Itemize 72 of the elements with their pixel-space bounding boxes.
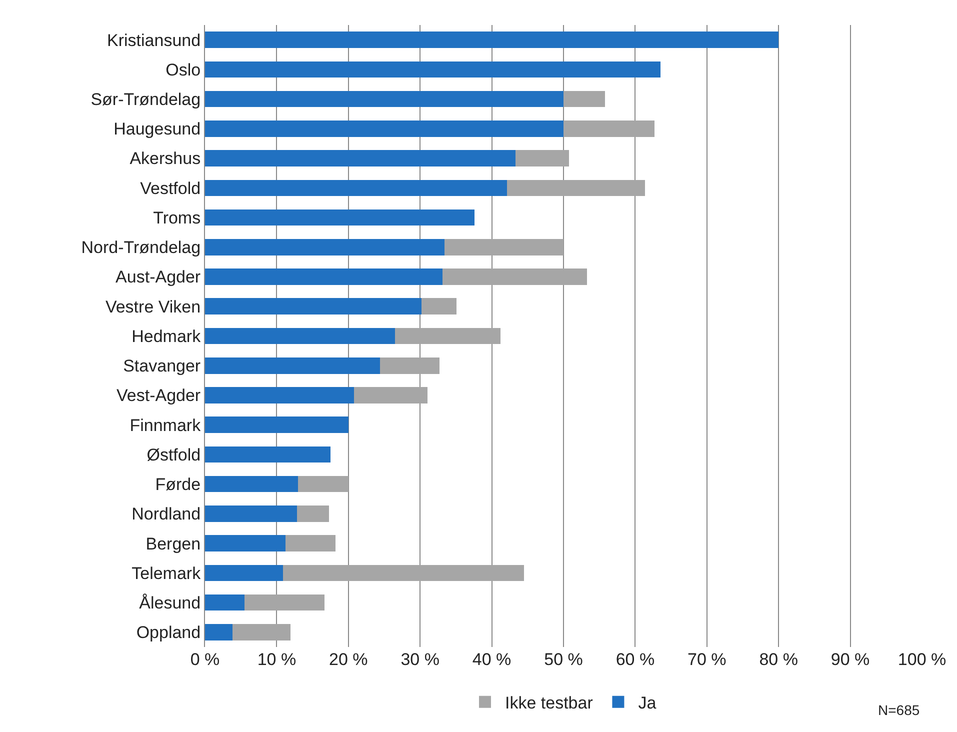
y-tick-label: Vestfold (140, 178, 201, 198)
x-tick-label: 10 % (257, 650, 296, 669)
bar (564, 120, 655, 137)
x-tick-label: 90 % (830, 650, 870, 669)
y-tick-label: Vestre Viken (105, 297, 201, 316)
x-tick-label: 60 % (616, 650, 655, 669)
y-tick-label: Ålesund (139, 594, 201, 613)
bar (205, 268, 442, 285)
x-tick-label: 20 % (329, 650, 368, 669)
x-tick-label: 40 % (472, 650, 512, 669)
y-tick-label: Oslo (166, 60, 201, 80)
bar (380, 357, 440, 374)
bar (442, 268, 588, 285)
bar (205, 564, 284, 582)
y-tick-label: Akershus (130, 149, 201, 168)
bar (244, 594, 325, 611)
bar (205, 624, 232, 640)
y-tick-label: Førde (155, 475, 201, 494)
bar (515, 150, 570, 166)
y-tick-label: Bergen (146, 534, 201, 554)
y-tick-label: Kristiansund (107, 30, 201, 50)
x-tick-label: 70 % (688, 650, 726, 669)
y-tick-label: Vest-Agder (116, 386, 201, 406)
y-tick-label: Østfold (146, 445, 201, 464)
bar (205, 535, 286, 552)
bar (444, 239, 564, 256)
bar (506, 180, 646, 196)
bar (564, 90, 606, 108)
bar (205, 90, 564, 108)
bar (205, 61, 660, 78)
x-tick-label: 0 % (190, 650, 220, 669)
bar (205, 209, 475, 226)
bar (285, 535, 336, 552)
bar (283, 564, 524, 582)
bar (205, 506, 297, 522)
y-tick-label: Sør-Trøndelag (90, 90, 201, 109)
bar (422, 298, 457, 315)
bar (298, 476, 348, 492)
bar (205, 446, 330, 463)
bar (205, 476, 298, 492)
y-tick-label: Oppland (136, 623, 201, 642)
bar (205, 387, 354, 404)
bar (205, 239, 444, 256)
legend-label: Ikke testbar (505, 694, 594, 712)
y-tick-label: Hedmark (132, 326, 202, 346)
y-tick-label: Haugesund (114, 120, 201, 139)
bar (205, 416, 348, 433)
bar (205, 594, 244, 611)
bar (354, 387, 428, 404)
bar (205, 357, 380, 374)
bar (205, 298, 422, 315)
x-tick-label: 30 % (400, 650, 440, 669)
bar (205, 150, 516, 166)
y-tick-label: Nordland (132, 504, 201, 524)
bar (205, 32, 779, 48)
text: N=685 (878, 702, 920, 718)
x-tick-label: 50 % (544, 650, 583, 669)
bar (205, 180, 507, 196)
bar (296, 506, 330, 522)
x-tick-label: 80 % (759, 650, 798, 669)
x-tick-label: 100 % (898, 650, 946, 669)
y-tick-label: Stavanger (123, 356, 201, 376)
y-tick-label: Telemark (132, 564, 202, 583)
y-tick-label: Finnmark (130, 416, 202, 435)
bar (232, 624, 290, 640)
bar (395, 328, 500, 344)
bar (205, 328, 396, 344)
y-tick-label: Troms (153, 208, 201, 228)
y-tick-label: Nord-Trøndelag (81, 238, 201, 258)
bar (205, 120, 564, 137)
legend-label: Ja (638, 694, 657, 712)
y-tick-label: Aust-Agder (116, 268, 201, 287)
